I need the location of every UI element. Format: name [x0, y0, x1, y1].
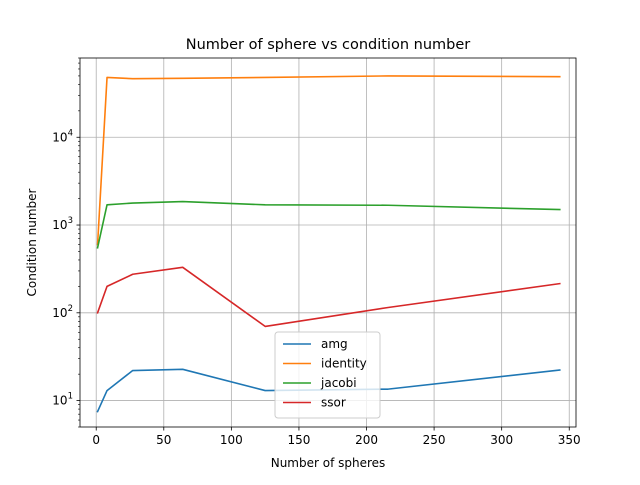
series-line-identity	[96, 75, 561, 246]
series-line-jacobi	[96, 200, 561, 249]
x-axis-label: Number of spheres	[271, 456, 386, 470]
y-tick-label: 101	[52, 392, 73, 408]
y-tick-label: 104	[52, 128, 73, 144]
x-tick-label: 200	[355, 433, 378, 447]
tick-layer: 0 50 100 150 200 250 300 350 101 102 103 104	[52, 57, 581, 447]
legend-label-identity: identity	[321, 357, 367, 371]
x-tick-label: 250	[423, 433, 446, 447]
legend-label-ssor: ssor	[321, 396, 346, 410]
grid-layer	[80, 58, 576, 427]
y-tick-label: 102	[52, 304, 73, 320]
legend-box	[274, 331, 381, 419]
x-tick-label: 350	[558, 433, 581, 447]
x-tick-label: 300	[490, 433, 513, 447]
plot-frame	[79, 57, 577, 428]
y-axis-label: Condition number	[25, 188, 39, 296]
x-tick-label: 100	[220, 433, 243, 447]
series-line-amg	[96, 368, 561, 413]
y-tick-label: 103	[52, 216, 73, 232]
x-tick-label: 0	[92, 433, 100, 447]
legend: amg identity jacobi ssor	[274, 331, 381, 419]
chart-title: Number of sphere vs condition number	[186, 37, 471, 53]
series-layer	[96, 75, 561, 413]
legend-label-jacobi: jacobi	[320, 376, 357, 390]
legend-label-amg: amg	[321, 337, 348, 351]
series-line-ssor	[96, 266, 561, 328]
x-tick-label: 150	[287, 433, 310, 447]
x-tick-label: 50	[156, 433, 171, 447]
